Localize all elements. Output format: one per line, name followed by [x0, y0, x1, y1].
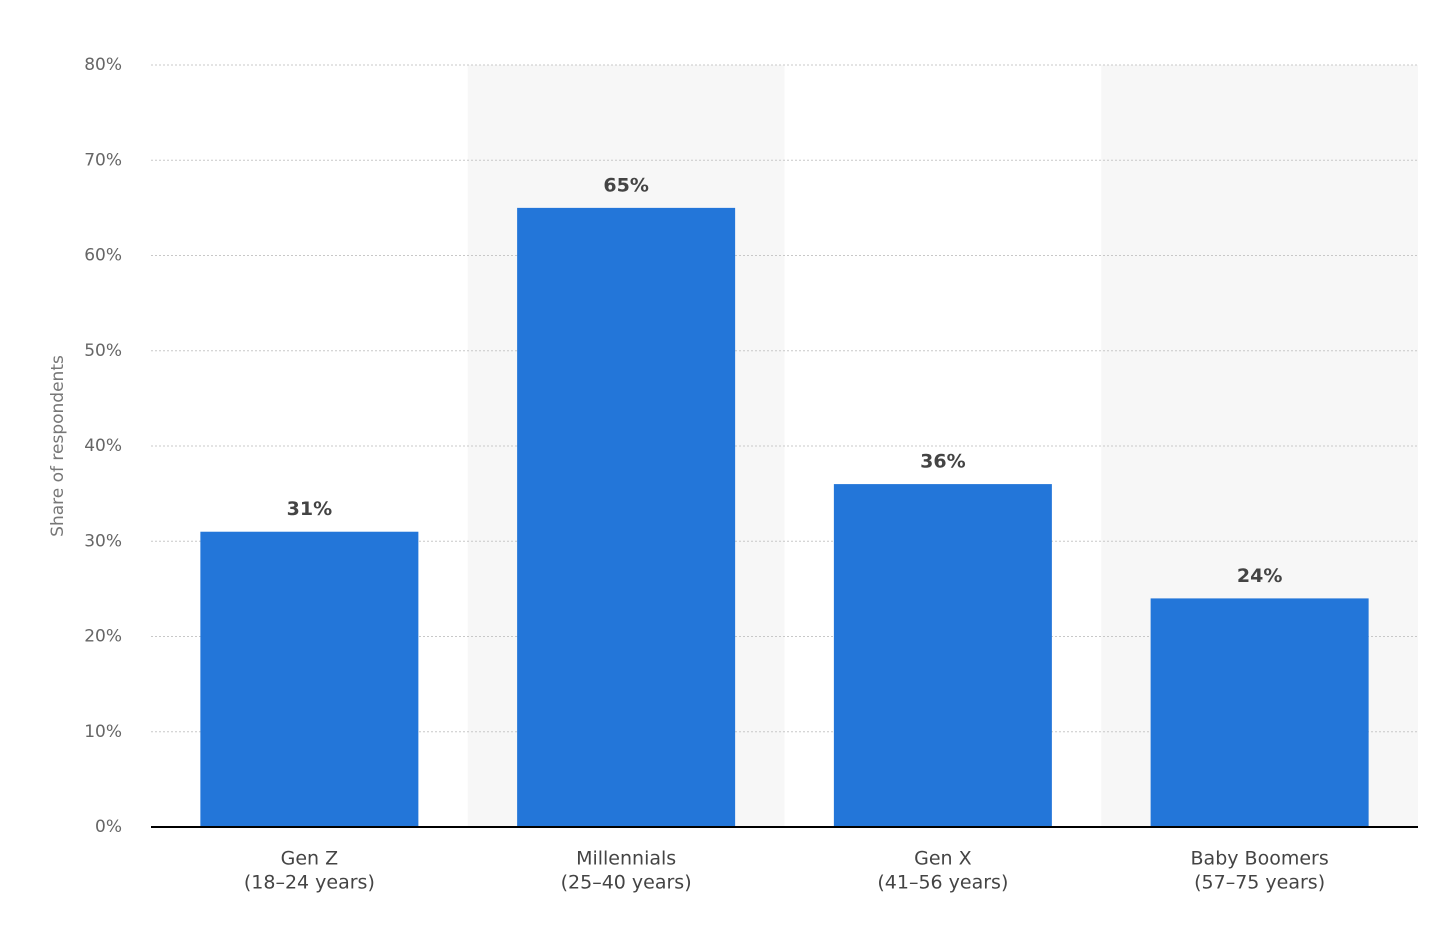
- y-tick-label: 10%: [84, 722, 122, 742]
- x-tick-label: (41–56 years): [877, 872, 1008, 894]
- bar: [833, 484, 1052, 827]
- x-tick-label: (25–40 years): [561, 872, 692, 894]
- y-axis-label: Share of respondents: [48, 355, 68, 537]
- x-tick-label: Gen X: [914, 848, 972, 870]
- y-tick-label: 70%: [84, 150, 122, 170]
- y-tick-label: 80%: [84, 55, 122, 75]
- x-tick-label: Gen Z: [281, 848, 339, 870]
- y-tick-label: 0%: [95, 817, 122, 837]
- y-tick-label: 20%: [84, 627, 122, 647]
- x-tick-label: Baby Boomers: [1191, 848, 1329, 870]
- y-tick-label: 50%: [84, 341, 122, 361]
- x-tick-label: Millennials: [576, 848, 676, 870]
- value-label: 24%: [1237, 565, 1282, 587]
- bar: [517, 207, 736, 827]
- bar: [200, 531, 419, 827]
- x-tick-label: (57–75 years): [1194, 872, 1325, 894]
- value-label: 31%: [287, 498, 332, 520]
- x-tick-label: (18–24 years): [244, 872, 375, 894]
- y-tick-label: 60%: [84, 246, 122, 266]
- value-label: 65%: [603, 174, 648, 196]
- value-label: 36%: [920, 451, 965, 473]
- y-tick-label: 30%: [84, 531, 122, 551]
- y-tick-label: 40%: [84, 436, 122, 456]
- bar: [1150, 598, 1369, 827]
